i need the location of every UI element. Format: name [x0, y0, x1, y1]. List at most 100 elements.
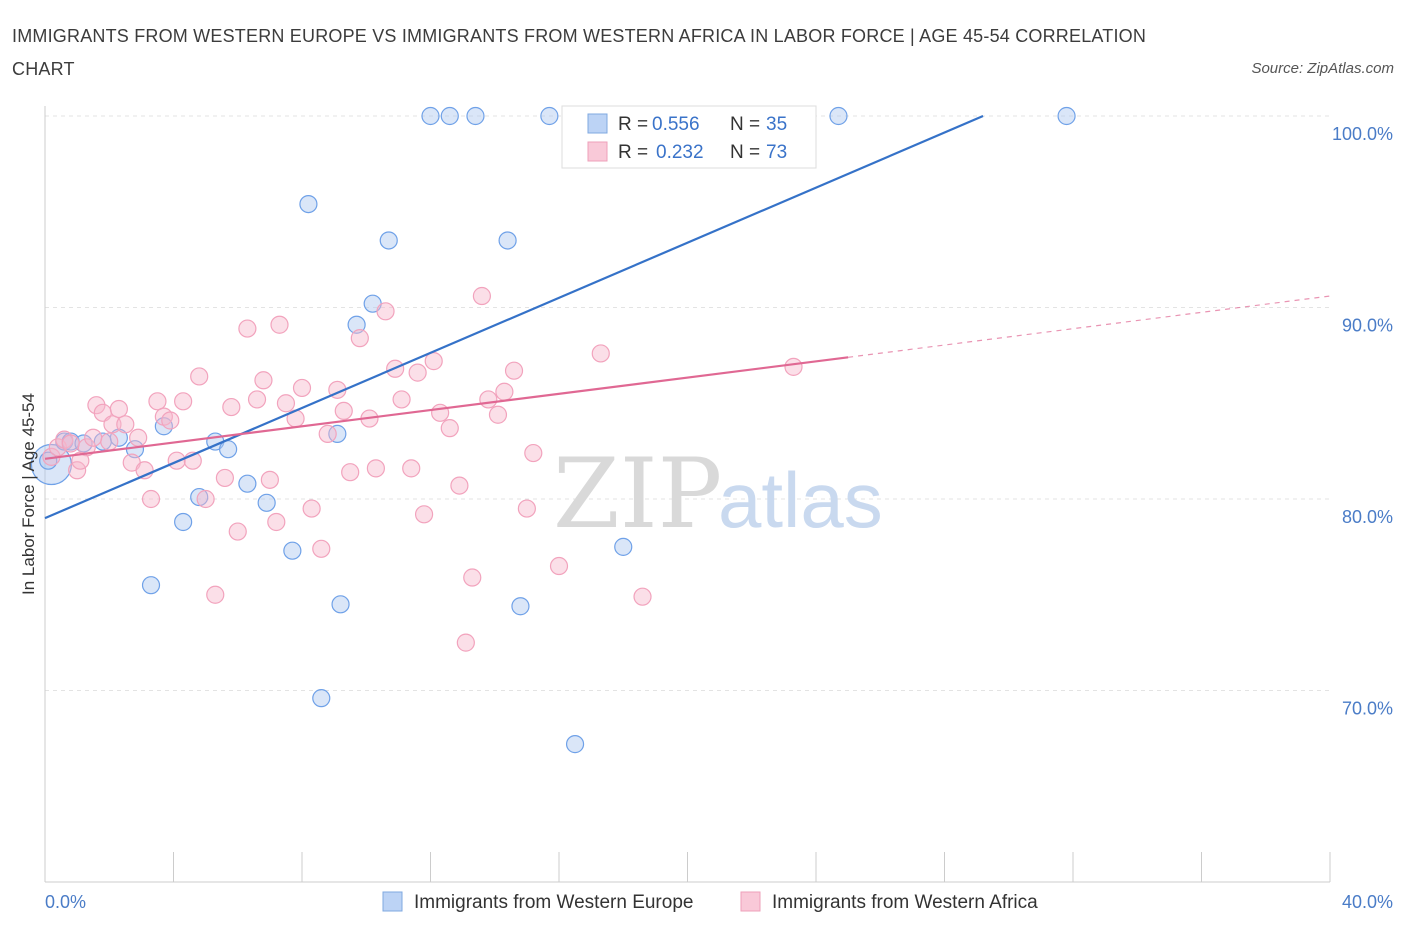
trend-line-western-europe	[44, 114, 984, 520]
point-western-europe-16	[299, 194, 318, 214]
point-western-europe-33	[1057, 106, 1076, 126]
legend-r-value-1: 0.556	[652, 114, 700, 135]
trend-line-western-africa	[44, 356, 849, 460]
point-western-europe-20	[347, 315, 366, 334]
legend-swatch-western-africa	[587, 141, 608, 162]
point-western-africa-11	[129, 428, 148, 447]
point-western-africa-24	[222, 397, 241, 417]
point-western-europe-32	[829, 106, 848, 126]
point-western-africa-57	[488, 405, 508, 424]
point-western-europe-7	[141, 576, 161, 595]
point-western-africa-56	[479, 390, 498, 409]
point-western-africa-8	[109, 399, 128, 419]
point-western-africa-48	[414, 505, 434, 524]
point-western-europe-18	[328, 424, 347, 443]
chart-title: IMMIGRANTS FROM WESTERN EUROPE VS IMMIGR…	[12, 26, 1147, 79]
point-western-africa-58	[495, 382, 514, 401]
legend-n-value-1: 35	[766, 114, 787, 135]
bottom-legend-western-europe: Immigrants from Western Europe	[414, 892, 693, 913]
point-western-africa-53	[456, 633, 475, 652]
point-western-africa-35	[312, 539, 331, 558]
point-western-africa-39	[341, 463, 360, 482]
point-western-europe-22	[379, 231, 398, 250]
legend-r-label-1: R =	[618, 114, 648, 135]
point-western-africa-67	[267, 512, 286, 532]
trend-lines	[44, 114, 1331, 520]
point-western-africa-33	[292, 378, 312, 398]
point-western-africa-16	[161, 411, 180, 430]
point-western-africa-50	[431, 403, 450, 422]
point-western-europe-28	[540, 106, 559, 126]
legend-n-value-2: 73	[766, 142, 787, 163]
legend-n-label-1: N =	[730, 114, 760, 135]
point-western-africa-13	[141, 489, 161, 509]
point-western-europe-23	[421, 106, 440, 126]
point-western-europe-27	[511, 597, 530, 616]
point-western-africa-71	[61, 434, 80, 453]
x-tick-labels: 0.0% 40.0%	[45, 892, 1393, 912]
x-tick-label-0: 0.0%	[45, 892, 86, 912]
point-western-europe-17	[312, 689, 331, 708]
trend-extension-western-africa	[848, 295, 1331, 358]
point-western-europe-14	[257, 493, 276, 512]
legend-swatch-western-europe	[587, 113, 608, 134]
point-western-africa-52	[450, 476, 469, 495]
point-western-africa-7	[103, 415, 122, 434]
point-western-africa-22	[206, 585, 225, 604]
bottom-legend-western-africa: Immigrants from Western Africa	[772, 892, 1038, 913]
point-western-africa-3	[68, 461, 87, 480]
bottom-legend-swatch-western-europe	[382, 891, 403, 912]
point-western-africa-66	[100, 432, 119, 451]
point-western-africa-42	[366, 459, 385, 478]
point-western-africa-23	[215, 468, 234, 488]
stats-legend: R = 0.556 N = 35 R = 0.232 N = 73	[561, 105, 817, 169]
y-tick-labels: 100.0% 90.0% 80.0% 70.0%	[1332, 124, 1393, 719]
point-western-africa-38	[334, 401, 353, 421]
point-western-europe-29	[565, 735, 585, 754]
point-western-europe-9	[174, 512, 193, 532]
point-western-africa-28	[254, 371, 273, 390]
point-western-africa-62	[549, 556, 569, 576]
point-western-africa-70	[784, 357, 803, 376]
point-western-africa-54	[463, 568, 482, 587]
point-western-europe-24	[440, 106, 459, 126]
point-western-africa-45	[392, 390, 411, 409]
point-western-africa-61	[524, 443, 543, 463]
point-western-africa-46	[402, 459, 421, 478]
point-western-africa-60	[517, 499, 536, 518]
point-western-europe-15	[283, 541, 302, 560]
point-western-africa-9	[116, 415, 135, 434]
point-western-europe-10	[190, 487, 209, 507]
point-western-europe-19	[331, 595, 350, 614]
y-tick-label-1: 90.0%	[1342, 316, 1393, 336]
data-points	[30, 106, 1076, 754]
point-western-africa-30	[270, 315, 289, 334]
point-western-africa-72	[84, 428, 103, 447]
point-western-africa-51	[440, 419, 459, 438]
series-legend: Immigrants from Western Europe Immigrant…	[382, 891, 1038, 913]
point-western-africa-63	[591, 344, 610, 363]
y-tick-label-3: 70.0%	[1342, 699, 1393, 719]
point-western-africa-31	[276, 394, 296, 413]
y-tick-label-0: 100.0%	[1332, 124, 1393, 144]
point-western-africa-29	[260, 470, 279, 489]
point-western-africa-65	[71, 451, 90, 470]
point-western-africa-26	[238, 319, 257, 338]
x-tick-label-1: 40.0%	[1342, 892, 1393, 912]
legend-n-label-2: N =	[730, 142, 760, 163]
point-western-africa-14	[148, 392, 167, 411]
watermark-zip: ZIP	[553, 438, 722, 550]
axes	[44, 106, 1331, 883]
point-western-africa-40	[350, 329, 369, 348]
legend-r-value-2: 0.232	[656, 142, 704, 163]
y-axis-label: In Labor Force | Age 45-54	[19, 393, 38, 595]
legend-r-label-2: R =	[618, 142, 648, 163]
source-label: Source: ZipAtlas.com	[1251, 60, 1394, 77]
point-western-africa-20	[190, 367, 209, 386]
point-western-africa-55	[472, 286, 491, 306]
point-western-europe-25	[466, 106, 485, 126]
point-western-africa-36	[318, 424, 337, 443]
point-western-africa-18	[174, 392, 193, 411]
point-western-africa-43	[376, 302, 395, 321]
